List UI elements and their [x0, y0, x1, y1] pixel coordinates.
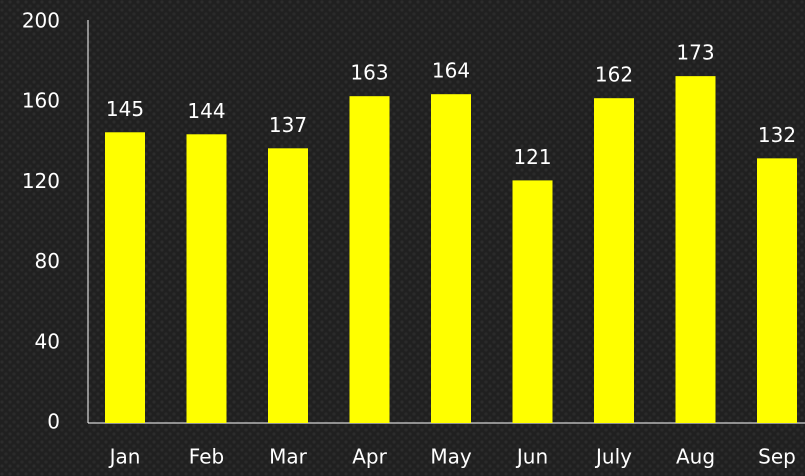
bar: [675, 76, 716, 423]
bar: [431, 94, 471, 424]
value-label: 173: [676, 41, 714, 65]
y-tick-label: 120: [22, 169, 60, 193]
y-tick-label: 80: [35, 249, 60, 273]
value-label: 132: [758, 123, 796, 147]
y-tick-label: 0: [47, 410, 60, 434]
value-label: 145: [106, 97, 144, 121]
x-tick-label: Apr: [352, 445, 387, 469]
x-tick-label: May: [430, 445, 472, 469]
value-label: 164: [432, 59, 470, 83]
bar: [757, 158, 797, 423]
value-label: 162: [595, 63, 633, 87]
x-tick-label: Feb: [189, 445, 224, 469]
x-tick-label: Aug: [676, 445, 715, 469]
value-label: 137: [269, 113, 307, 137]
x-tick-label: Sep: [758, 445, 796, 469]
x-tick-label: Jun: [515, 445, 548, 469]
value-label: 144: [187, 99, 225, 123]
x-tick-label: Jan: [108, 445, 141, 469]
value-label: 121: [513, 145, 551, 169]
y-tick-label: 160: [22, 89, 60, 113]
y-tick-label: 200: [22, 9, 60, 33]
bar: [105, 132, 145, 423]
y-tick-label: 40: [35, 329, 60, 353]
x-tick-label: July: [594, 445, 632, 469]
bar: [594, 98, 634, 423]
bar: [186, 134, 227, 423]
bar: [268, 148, 308, 423]
x-tick-label: Mar: [269, 445, 308, 469]
bar: [512, 180, 553, 423]
value-label: 163: [350, 61, 388, 85]
bar: [349, 96, 390, 423]
